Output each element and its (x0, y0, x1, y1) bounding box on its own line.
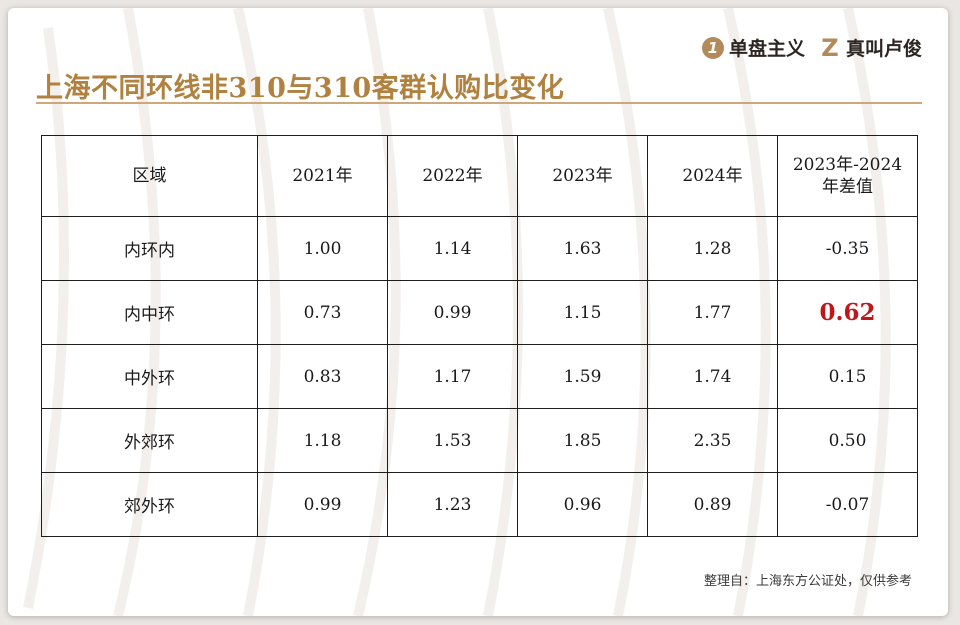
ratio-table: 区域 2021年 2022年 2023年 2024年 2023年-2024年差值… (41, 135, 918, 537)
value-cell: 0.73 (257, 280, 388, 345)
header-cell-region: 区域 (41, 135, 258, 217)
table-header-row: 区域 2021年 2022年 2023年 2024年 2023年-2024年差值 (41, 135, 918, 217)
header-cell-2024: 2024年 (647, 135, 778, 217)
table-row: 内环内 1.00 1.14 1.63 1.28 -0.35 (41, 216, 918, 281)
brand-bar: 1 单盘主义 Z 真叫卢俊 (701, 34, 922, 61)
region-cell: 中外环 (41, 344, 258, 409)
value-cell: 1.59 (517, 344, 648, 409)
region-cell: 内环内 (41, 216, 258, 281)
value-cell: 0.99 (257, 472, 388, 537)
value-cell: 0.89 (647, 472, 778, 537)
value-cell: 0.96 (517, 472, 648, 537)
danpan-label: 单盘主义 (728, 38, 805, 60)
region-cell: 郊外环 (41, 472, 258, 537)
value-cell: 1.63 (517, 216, 648, 281)
value-cell: 2.35 (647, 408, 778, 473)
page-title: 上海不同环线非310与310客群认购比变化 (36, 73, 565, 104)
diff-cell: -0.35 (777, 216, 918, 281)
danpan-logo-icon: 1 (701, 36, 724, 59)
table-row: 中外环 0.83 1.17 1.59 1.74 0.15 (41, 344, 918, 409)
header-cell-2021: 2021年 (257, 135, 388, 217)
lujun-logo-icon: Z (821, 33, 839, 62)
value-cell: 1.74 (647, 344, 778, 409)
slide: 1 单盘主义 Z 真叫卢俊 上海不同环线非310与310客群认购比变化 区域 2… (8, 8, 948, 616)
header-cell-2023: 2023年 (517, 135, 648, 217)
brand-danpan: 1 单盘主义 (701, 34, 805, 61)
region-cell: 外郊环 (41, 408, 258, 473)
diff-cell: 0.15 (777, 344, 918, 409)
header-cell-diff: 2023年-2024年差值 (777, 135, 918, 217)
value-cell: 1.00 (257, 216, 388, 281)
title-divider (36, 102, 922, 104)
value-cell: 1.77 (647, 280, 778, 345)
value-cell: 1.14 (387, 216, 518, 281)
table-row: 外郊环 1.18 1.53 1.85 2.35 0.50 (41, 408, 918, 473)
value-cell: 1.85 (517, 408, 648, 473)
lujun-label: 真叫卢俊 (845, 38, 922, 60)
diff-cell: -0.07 (777, 472, 918, 537)
value-cell: 1.53 (387, 408, 518, 473)
diff-cell: 0.50 (777, 408, 918, 473)
value-cell: 1.23 (387, 472, 518, 537)
value-cell: 0.99 (387, 280, 518, 345)
value-cell: 1.28 (647, 216, 778, 281)
diff-cell-highlighted: 0.62 (777, 280, 918, 345)
value-cell: 1.17 (387, 344, 518, 409)
table-row: 郊外环 0.99 1.23 0.96 0.89 -0.07 (41, 472, 918, 537)
region-cell: 内中环 (41, 280, 258, 345)
brand-lujun: Z 真叫卢俊 (819, 34, 922, 61)
value-cell: 1.18 (257, 408, 388, 473)
header-cell-2022: 2022年 (387, 135, 518, 217)
value-cell: 0.83 (257, 344, 388, 409)
source-note: 整理自：上海东方公证处，仅供参考 (703, 574, 912, 589)
value-cell: 1.15 (517, 280, 648, 345)
table-row: 内中环 0.73 0.99 1.15 1.77 0.62 (41, 280, 918, 345)
